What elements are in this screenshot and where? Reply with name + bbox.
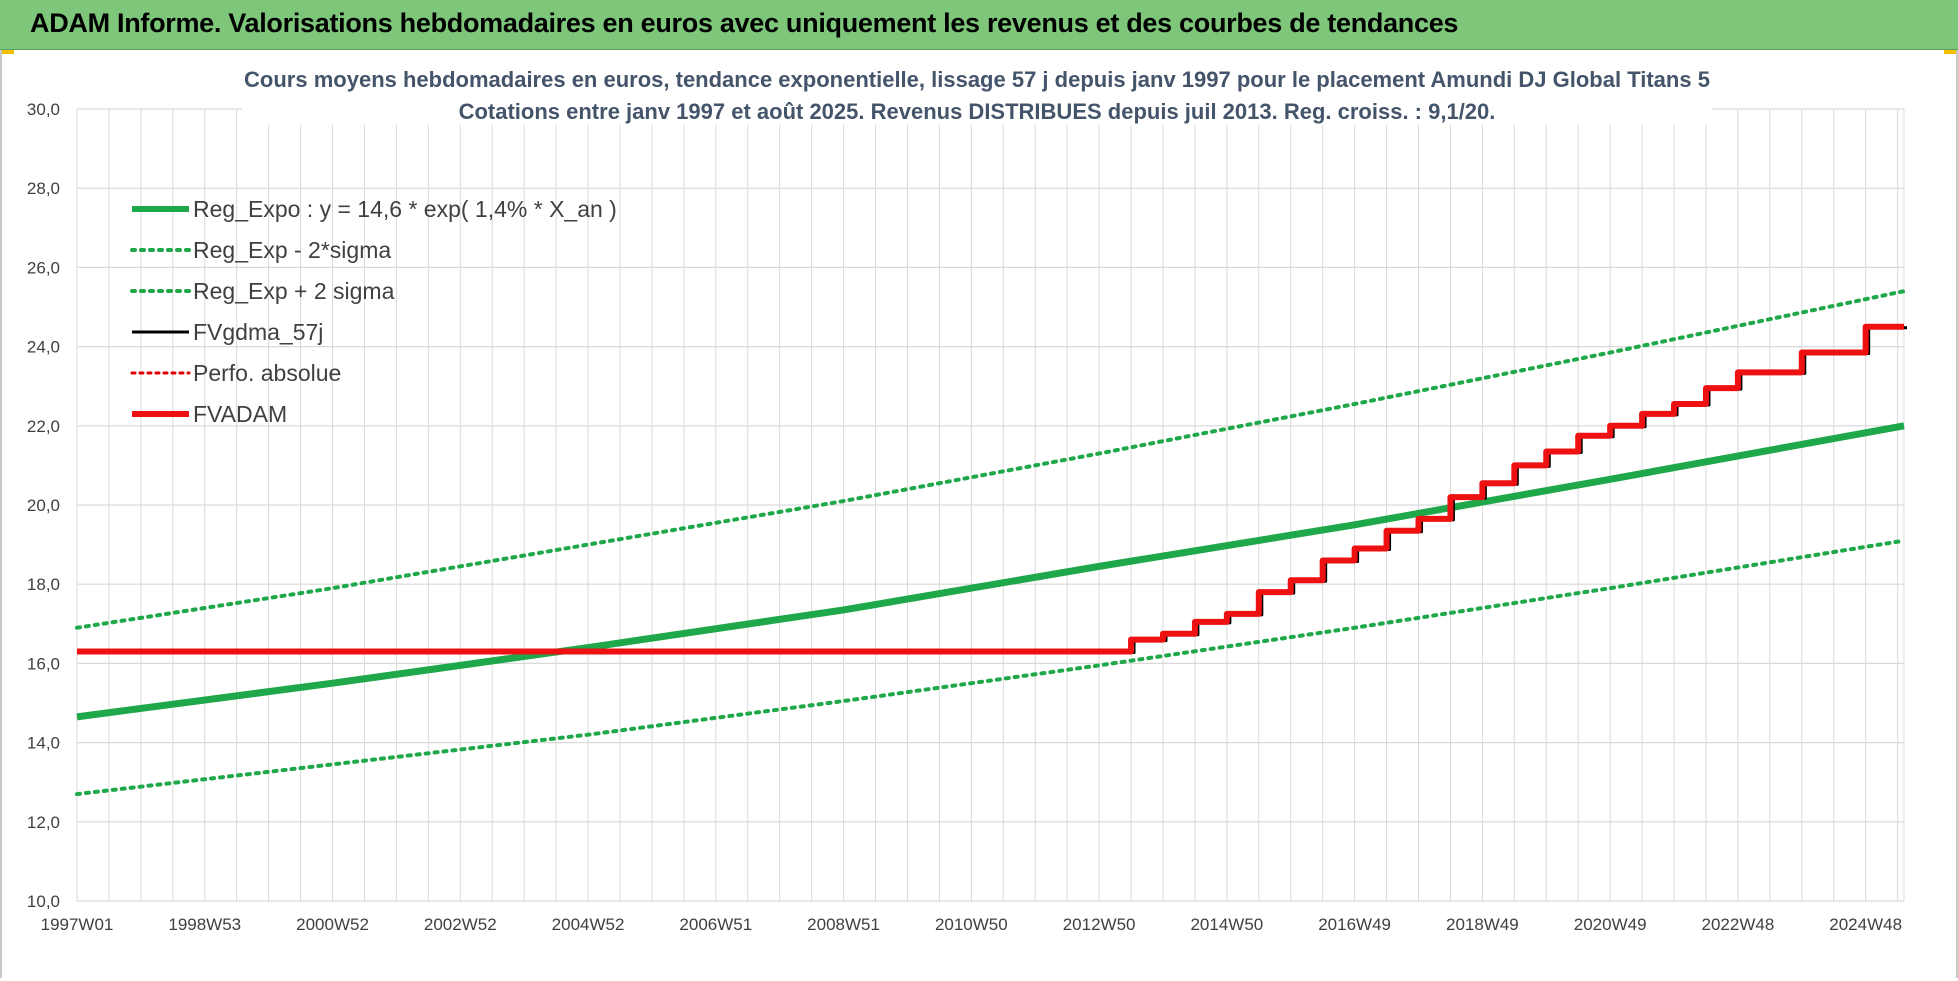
banner-title: ADAM Informe. Valorisations hebdomadaire… [30,8,1459,38]
grid-layer [76,108,1905,902]
x-tick-label: 2010W50 [935,915,1008,934]
x-tick-label: 2008W51 [807,915,880,934]
series-line-reg-exp-2-sigma [75,538,1906,797]
x-tick-label: 2014W50 [1190,915,1263,934]
corner-mark-left [0,50,14,54]
x-tick-label: 2000W52 [296,915,369,934]
series-line-reg-expo-y-14-6-exp-1-4-x-an [76,422,1905,721]
y-tick-label: 12,0 [27,813,60,832]
series-line-reg-exp-2-sigma [75,289,1906,630]
y-tick-label: 10,0 [27,892,60,911]
x-tick-label: 2016W49 [1318,915,1391,934]
title-background [242,60,1712,125]
legend-label: Perfo. absolue [193,360,341,386]
x-tick-label: 2002W52 [424,915,497,934]
chart-title-line-1: Cours moyens hebdomadaires en euros, ten… [244,67,1710,92]
series-layer [75,289,1907,797]
legend: Reg_Expo : y = 14,6 * exp( 1,4% * X_an )… [130,196,617,427]
x-tick-label: 2012W50 [1063,915,1136,934]
y-tick-label: 16,0 [27,654,60,673]
x-tick-label: 2006W51 [679,915,752,934]
x-tick-label: 2020W49 [1574,915,1647,934]
legend-label: Reg_Exp - 2*sigma [193,237,391,263]
legend-label: FVADAM [193,401,287,427]
y-tick-label: 26,0 [27,258,60,277]
series-line-fvadam [77,323,1904,655]
x-tick-label: 1998W53 [168,915,241,934]
chart-title-line-2: Cotations entre janv 1997 et août 2025. … [459,99,1496,124]
y-axis-labels: 10,0 12,0 14,0 16,0 18,0 20,0 22,0 24,0 26,0 28,0… [27,100,60,911]
chart-title: Cours moyens hebdomadaires en euros, ten… [242,60,1712,125]
legend-label: Reg_Exp + 2 sigma [193,278,395,304]
title-banner: ADAM Informe. Valorisations hebdomadaire… [0,0,1958,50]
x-tick-label: 1997W01 [41,915,114,934]
corner-mark-right [1944,50,1958,54]
legend-label: FVgdma_57j [193,319,323,345]
x-tick-label: 2018W49 [1446,915,1519,934]
legend-label: Reg_Expo : y = 14,6 * exp( 1,4% * X_an ) [193,196,617,222]
chart-frame: 10,0 12,0 14,0 16,0 18,0 20,0 22,0 24,0 26,0 28,0… [0,50,1958,978]
series-line-fvgdma-57j [80,326,1907,655]
y-tick-label: 28,0 [27,179,60,198]
chart-svg: 10,0 12,0 14,0 16,0 18,0 20,0 22,0 24,0 26,0 28,0… [27,60,1907,934]
y-tick-label: 18,0 [27,575,60,594]
y-tick-label: 24,0 [27,338,60,357]
y-tick-label: 30,0 [27,100,60,119]
x-axis-labels: 1997W01 1998W53 2000W52 2002W52 2004W52 2006W… [41,915,1902,934]
y-tick-label: 20,0 [27,496,60,515]
x-tick-label: 2004W52 [552,915,625,934]
y-tick-label: 22,0 [27,417,60,436]
x-tick-label: 2022W48 [1702,915,1775,934]
y-tick-label: 14,0 [27,734,60,753]
x-tick-label: 2024W48 [1829,915,1902,934]
